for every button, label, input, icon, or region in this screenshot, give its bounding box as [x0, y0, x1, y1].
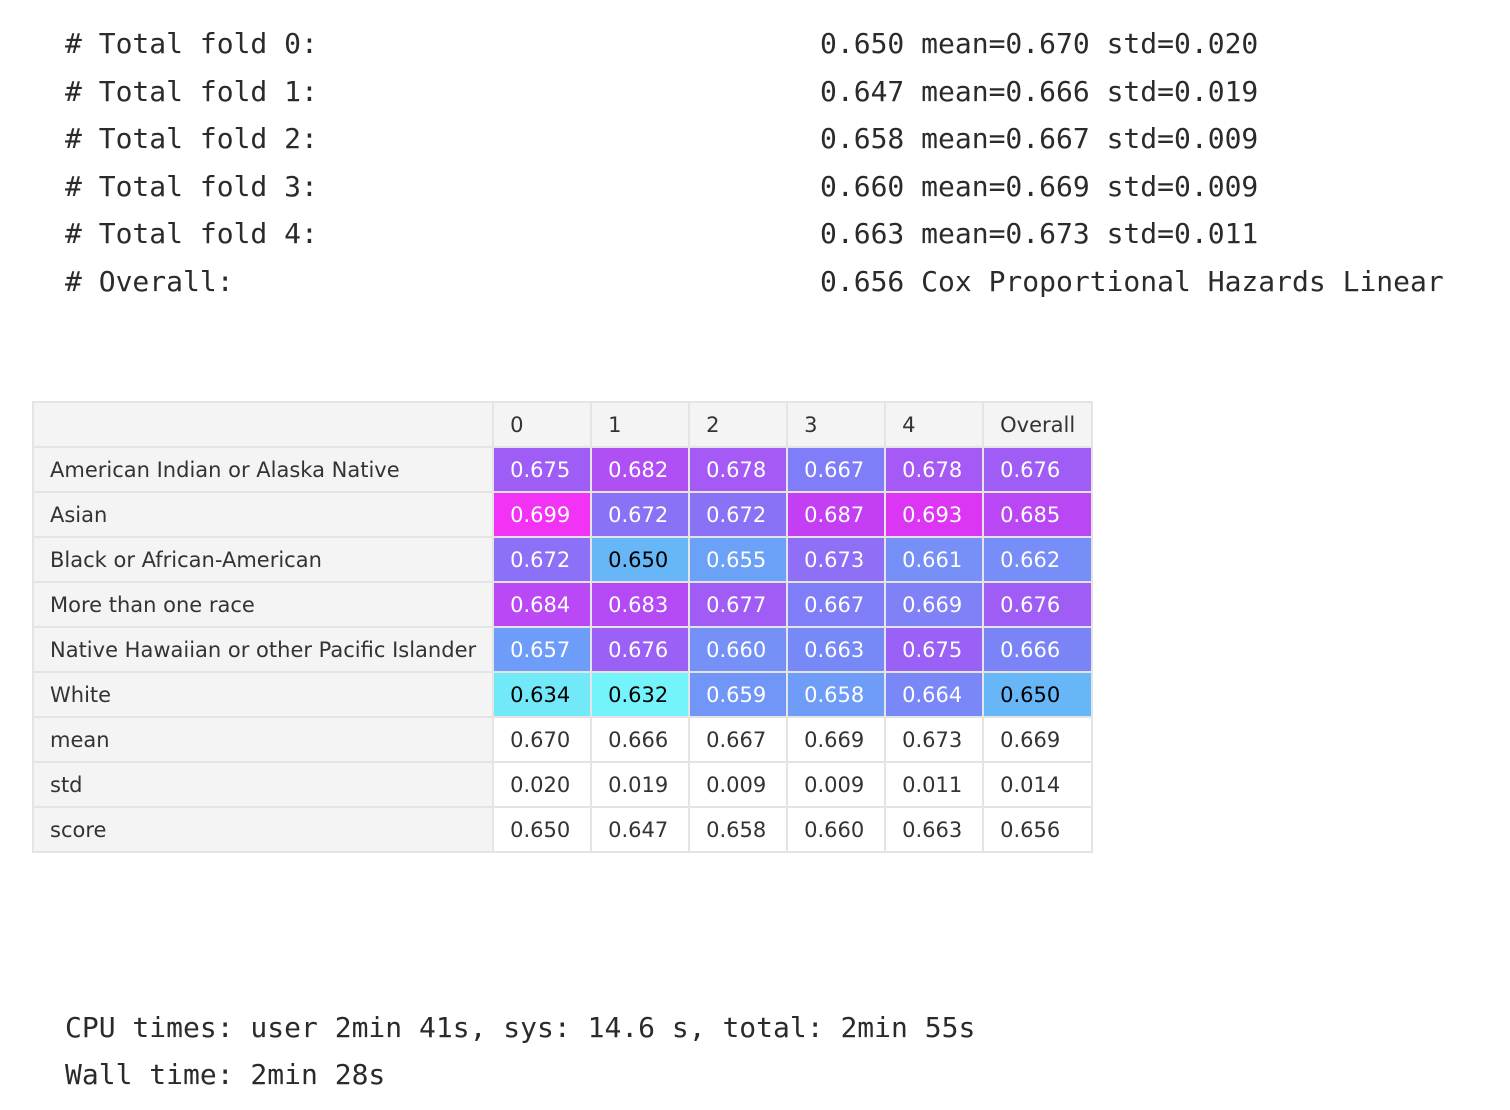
- row-label: Black or African-American: [31, 536, 495, 583]
- table-cell: 0.667: [688, 716, 789, 763]
- table-cell: 0.685: [982, 491, 1094, 538]
- table-row: American Indian or Alaska Native 0.675 0.6…: [31, 446, 1094, 493]
- table-row: Native Hawaiian or other Pacific Islande…: [31, 626, 1094, 673]
- table-cell: 0.664: [884, 671, 985, 718]
- table-cell: 0.673: [786, 536, 887, 583]
- table-cell: 0.672: [688, 491, 789, 538]
- timing-output: CPU times: user 2min 41s, sys: 14.6 s, t…: [65, 1004, 975, 1098]
- table-cell: 0.650: [982, 671, 1094, 718]
- timing-line: CPU times: user 2min 41s, sys: 14.6 s, t…: [65, 1011, 976, 1044]
- table-row: mean 0.670 0.666 0.667 0.669 0.673 0.669: [31, 716, 1094, 763]
- table-cell: 0.658: [688, 806, 789, 853]
- table-cell: 0.634: [492, 671, 593, 718]
- table-cell: 0.672: [590, 491, 691, 538]
- row-label: White: [31, 671, 495, 718]
- output-line-value: 0.650 mean=0.670 std=0.020: [820, 27, 1259, 60]
- table-cell: 0.666: [590, 716, 691, 763]
- output-line-value: 0.658 mean=0.667 std=0.009: [820, 122, 1259, 156]
- row-label: Native Hawaiian or other Pacific Islande…: [31, 626, 495, 673]
- table-row: More than one race 0.684 0.683 0.677 0.667 0.…: [31, 581, 1094, 628]
- table-cell: 0.014: [982, 761, 1094, 808]
- table-cell: 0.682: [590, 446, 691, 493]
- table-cell: 0.658: [786, 671, 887, 718]
- timing-line: Wall time: 2min 28s: [65, 1058, 386, 1091]
- table-cell: 0.663: [786, 626, 887, 673]
- table-row: Black or African-American 0.672 0.650 0.655…: [31, 536, 1094, 583]
- table-cell: 0.663: [884, 806, 985, 853]
- table-cell: 0.657: [492, 626, 593, 673]
- table-cell: 0.676: [982, 446, 1094, 493]
- row-label: American Indian or Alaska Native: [31, 446, 495, 493]
- table-cell: 0.693: [884, 491, 985, 538]
- row-label: More than one race: [31, 581, 495, 628]
- index-corner-cell: [31, 401, 495, 448]
- row-label: score: [31, 806, 495, 853]
- table-cell: 0.670: [492, 716, 593, 763]
- table-cell: 0.667: [786, 581, 887, 628]
- table-cell: 0.669: [884, 581, 985, 628]
- column-header: 2: [688, 401, 789, 448]
- table-cell: 0.650: [492, 806, 593, 853]
- table-cell: 0.660: [688, 626, 789, 673]
- output-line-label: # Total fold 0:: [65, 27, 318, 60]
- output-line-label: # Overall:: [65, 264, 234, 298]
- table-cell: 0.009: [786, 761, 887, 808]
- table-cell: 0.019: [590, 761, 691, 808]
- table-cell: 0.677: [688, 581, 789, 628]
- table-cell: 0.699: [492, 491, 593, 538]
- table-cell: 0.666: [982, 626, 1094, 673]
- table-cell: 0.667: [786, 446, 887, 493]
- table-cell: 0.650: [590, 536, 691, 583]
- table-cell: 0.676: [982, 581, 1094, 628]
- table-cell: 0.672: [492, 536, 593, 583]
- row-label: Asian: [31, 491, 495, 538]
- column-header: 4: [884, 401, 985, 448]
- results-dataframe: 0 1 2 3 4 Overall American Indian or Alaska N…: [31, 401, 1094, 853]
- column-header: Overall: [982, 401, 1094, 448]
- table-row: Asian 0.699 0.672 0.672 0.687 0.693 0.685: [31, 491, 1094, 538]
- table-cell: 0.009: [688, 761, 789, 808]
- table-cell: 0.669: [786, 716, 887, 763]
- output-line-label: # Total fold 4:: [65, 217, 318, 251]
- table-row: score 0.650 0.647 0.658 0.660 0.663 0.656: [31, 806, 1094, 853]
- table-cell: 0.661: [884, 536, 985, 583]
- header-row: 0 1 2 3 4 Overall: [31, 401, 1094, 448]
- table-cell: 0.673: [884, 716, 985, 763]
- row-label: std: [31, 761, 495, 808]
- table-row: White 0.634 0.632 0.659 0.658 0.664 0.650: [31, 671, 1094, 718]
- table-body: American Indian or Alaska Native 0.675 0.6…: [31, 446, 1094, 853]
- table-cell: 0.678: [884, 446, 985, 493]
- table-cell: 0.011: [884, 761, 985, 808]
- table-cell: 0.687: [786, 491, 887, 538]
- output-line-label: # Total fold 3:: [65, 169, 318, 203]
- table-row: std 0.020 0.019 0.009 0.009 0.011 0.014: [31, 761, 1094, 808]
- table-header: 0 1 2 3 4 Overall: [31, 401, 1094, 448]
- table-cell: 0.675: [884, 626, 985, 673]
- table-cell: 0.684: [492, 581, 593, 628]
- table-cell: 0.656: [982, 806, 1094, 853]
- output-line-value: 0.660 mean=0.669 std=0.009: [820, 169, 1259, 203]
- table-cell: 0.659: [688, 671, 789, 718]
- table-cell: 0.683: [590, 581, 691, 628]
- output-line-label: # Total fold 2:: [65, 122, 318, 156]
- output-line-label: # Total fold 1:: [65, 74, 318, 108]
- table-cell: 0.660: [786, 806, 887, 853]
- table-cell: 0.669: [982, 716, 1094, 763]
- column-header: 0: [492, 401, 593, 448]
- output-line-value: 0.647 mean=0.666 std=0.019: [820, 74, 1259, 108]
- table-cell: 0.675: [492, 446, 593, 493]
- table-cell: 0.632: [590, 671, 691, 718]
- output-line-value: 0.656 Cox Proportional Hazards Linear: [820, 264, 1444, 298]
- table-cell: 0.676: [590, 626, 691, 673]
- output-line-value: 0.663 mean=0.673 std=0.011: [820, 217, 1259, 251]
- table-cell: 0.662: [982, 536, 1094, 583]
- table-cell: 0.647: [590, 806, 691, 853]
- column-header: 3: [786, 401, 887, 448]
- table-cell: 0.678: [688, 446, 789, 493]
- row-label: mean: [31, 716, 495, 763]
- table-cell: 0.655: [688, 536, 789, 583]
- table-cell: 0.020: [492, 761, 593, 808]
- column-header: 1: [590, 401, 691, 448]
